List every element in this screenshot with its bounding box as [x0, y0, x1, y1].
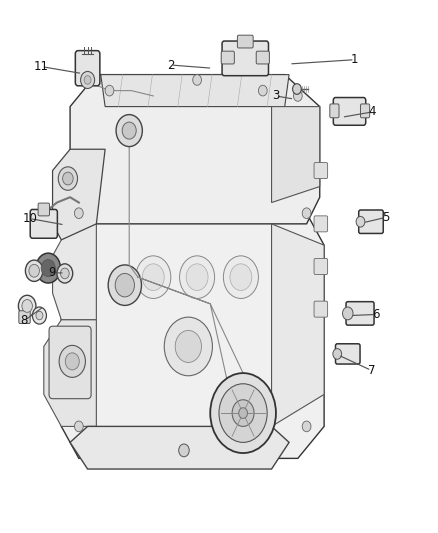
Text: 6: 6: [372, 308, 380, 321]
Circle shape: [232, 400, 254, 426]
Circle shape: [18, 295, 36, 317]
Text: 3: 3: [272, 90, 279, 102]
Text: 11: 11: [34, 60, 49, 73]
Circle shape: [108, 265, 141, 305]
Circle shape: [57, 264, 73, 283]
Circle shape: [36, 311, 43, 320]
Polygon shape: [61, 213, 324, 458]
Text: 7: 7: [367, 364, 375, 377]
Circle shape: [122, 122, 136, 139]
FancyBboxPatch shape: [30, 209, 57, 238]
Circle shape: [84, 76, 91, 84]
FancyBboxPatch shape: [360, 104, 370, 118]
FancyBboxPatch shape: [359, 210, 383, 233]
FancyBboxPatch shape: [333, 98, 366, 125]
Circle shape: [179, 444, 189, 457]
FancyBboxPatch shape: [256, 51, 269, 64]
FancyBboxPatch shape: [221, 51, 234, 64]
Circle shape: [81, 71, 95, 88]
Circle shape: [258, 85, 267, 96]
Circle shape: [58, 167, 78, 190]
FancyBboxPatch shape: [314, 216, 328, 232]
Text: 10: 10: [22, 212, 37, 225]
Circle shape: [293, 91, 302, 101]
Circle shape: [32, 307, 46, 324]
FancyBboxPatch shape: [75, 51, 100, 86]
Circle shape: [22, 300, 32, 312]
Circle shape: [175, 330, 201, 362]
FancyBboxPatch shape: [38, 203, 49, 216]
FancyBboxPatch shape: [222, 41, 268, 76]
Polygon shape: [272, 224, 324, 426]
Circle shape: [180, 256, 215, 298]
FancyBboxPatch shape: [314, 163, 328, 179]
Circle shape: [239, 408, 247, 418]
Circle shape: [116, 115, 142, 147]
Circle shape: [142, 264, 164, 290]
Text: 4: 4: [368, 106, 376, 118]
Circle shape: [164, 317, 212, 376]
Text: 1: 1: [351, 53, 359, 66]
Circle shape: [302, 421, 311, 432]
Circle shape: [74, 208, 83, 219]
Circle shape: [105, 85, 114, 96]
FancyBboxPatch shape: [49, 326, 91, 399]
Polygon shape: [44, 320, 96, 426]
FancyBboxPatch shape: [330, 104, 339, 118]
FancyBboxPatch shape: [19, 311, 30, 324]
Text: 2: 2: [167, 59, 175, 71]
Polygon shape: [272, 107, 320, 203]
Circle shape: [36, 253, 60, 283]
Circle shape: [65, 353, 79, 370]
Polygon shape: [53, 149, 105, 240]
Circle shape: [115, 273, 134, 297]
FancyBboxPatch shape: [314, 259, 328, 274]
Circle shape: [29, 264, 39, 277]
Circle shape: [136, 256, 171, 298]
Text: 5: 5: [382, 211, 389, 224]
FancyBboxPatch shape: [336, 344, 360, 364]
Circle shape: [63, 172, 73, 185]
Text: 9: 9: [48, 266, 56, 279]
Circle shape: [193, 75, 201, 85]
Polygon shape: [101, 75, 289, 107]
Polygon shape: [70, 426, 289, 469]
Circle shape: [293, 84, 301, 94]
Circle shape: [210, 373, 276, 453]
FancyBboxPatch shape: [314, 301, 328, 317]
Circle shape: [302, 208, 311, 219]
Circle shape: [74, 421, 83, 432]
FancyBboxPatch shape: [237, 35, 253, 48]
Circle shape: [230, 264, 252, 290]
Circle shape: [219, 384, 267, 442]
Circle shape: [356, 216, 365, 227]
Circle shape: [343, 307, 353, 320]
Polygon shape: [53, 224, 96, 320]
Polygon shape: [70, 75, 320, 224]
Circle shape: [333, 349, 342, 359]
Circle shape: [223, 256, 258, 298]
Circle shape: [186, 264, 208, 290]
Circle shape: [41, 260, 55, 277]
Text: 8: 8: [21, 314, 28, 327]
FancyBboxPatch shape: [346, 302, 374, 325]
Circle shape: [60, 268, 69, 279]
Circle shape: [25, 260, 43, 281]
Circle shape: [59, 345, 85, 377]
